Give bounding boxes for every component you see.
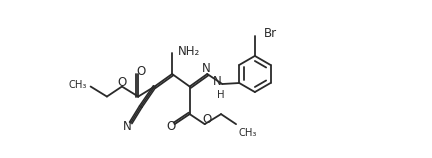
Text: O: O (166, 120, 175, 133)
Text: Br: Br (264, 27, 277, 40)
Text: O: O (202, 113, 211, 126)
Text: CH₃: CH₃ (238, 128, 257, 138)
Text: O: O (118, 76, 127, 88)
Text: O: O (137, 65, 146, 78)
Text: NH₂: NH₂ (178, 45, 200, 58)
Text: N: N (202, 62, 210, 76)
Text: N: N (123, 120, 131, 133)
Text: H: H (217, 90, 225, 100)
Text: CH₃: CH₃ (68, 80, 87, 90)
Text: N: N (213, 75, 221, 88)
